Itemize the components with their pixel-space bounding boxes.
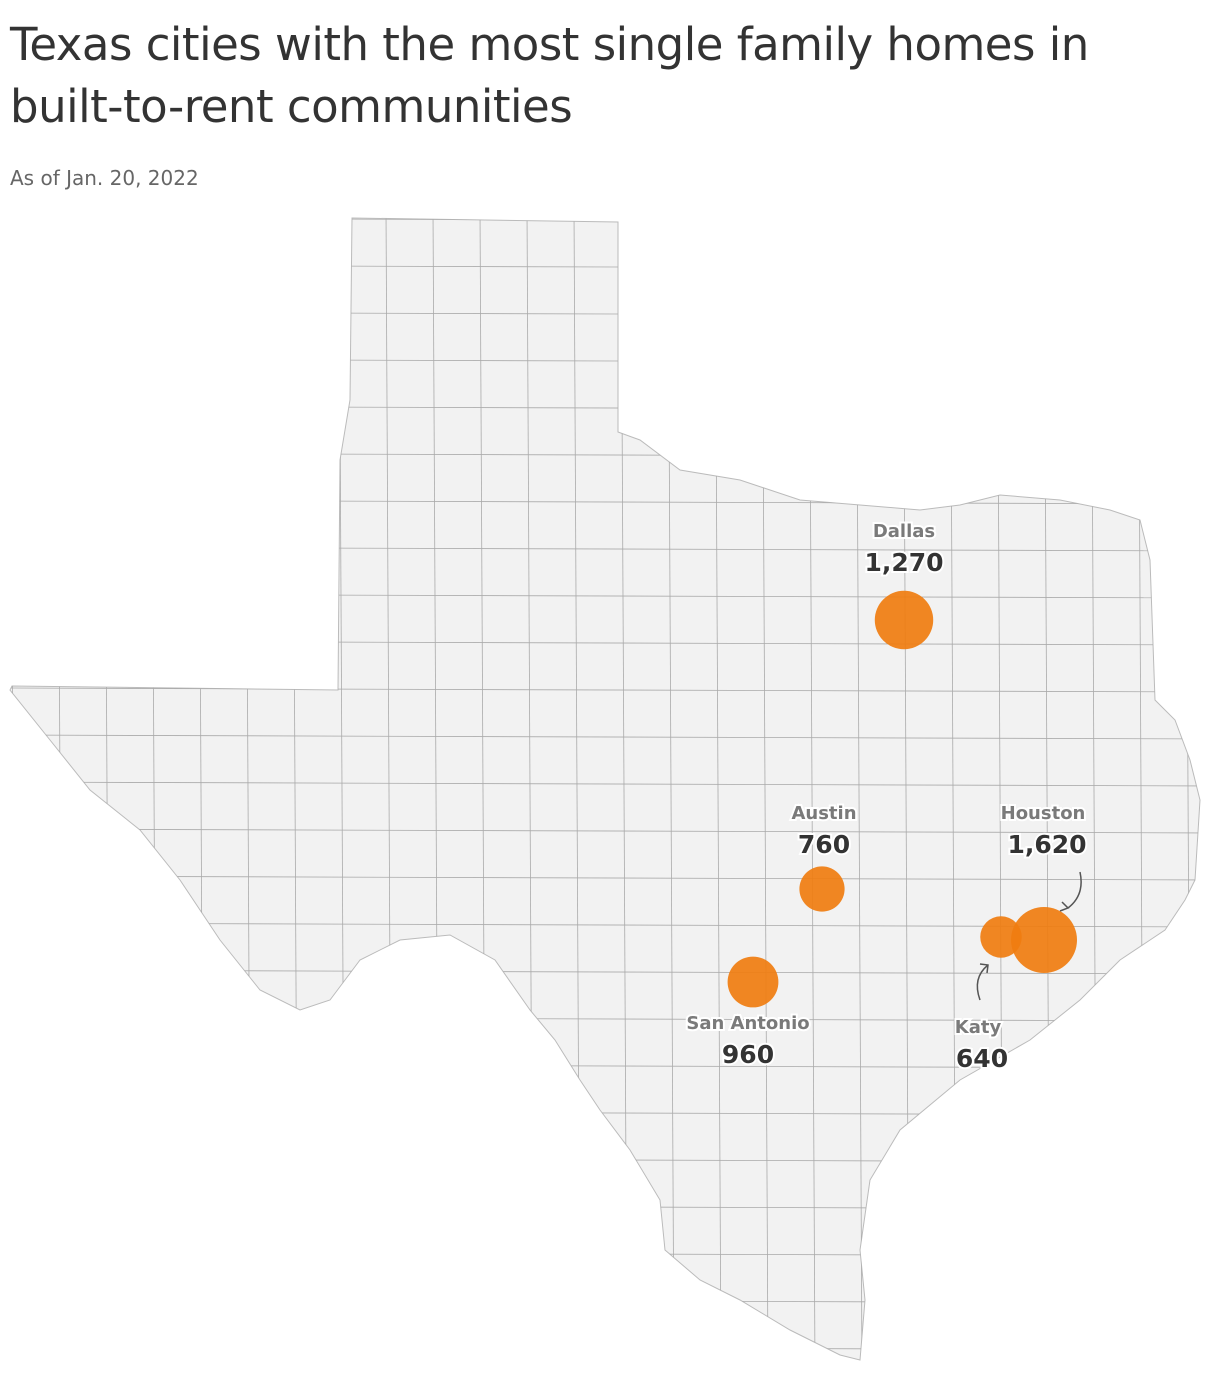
value-label: 640: [956, 1044, 1008, 1073]
county-line: [10, 1251, 1200, 1257]
state-shape: [9, 217, 1201, 1361]
county-line: [10, 1345, 1200, 1351]
chart-subtitle: As of Jan. 20, 2022: [10, 166, 199, 190]
katy-arrowhead: [979, 963, 989, 974]
city-label: San Antonio: [686, 1013, 809, 1034]
value-label: 960: [722, 1040, 774, 1069]
county-line: [10, 1157, 1200, 1163]
bubble: [980, 916, 1022, 958]
katy-arrow: [976, 964, 989, 1001]
county-line: [56, 218, 64, 1360]
city-label: Katy: [955, 1017, 1002, 1038]
city-label: Austin: [791, 803, 856, 824]
value-label: 1,620: [1007, 830, 1086, 859]
chart-title: Texas cities with the most single family…: [10, 18, 1089, 133]
city-label: Dallas: [873, 521, 935, 542]
value-label: 1,270: [864, 548, 943, 577]
county-line: [10, 1298, 1200, 1304]
city-label: Houston: [1001, 803, 1086, 824]
bubble: [727, 956, 779, 1008]
houston-arrowhead: [1059, 901, 1070, 912]
houston-arrow: [1067, 871, 1082, 909]
county-line: [10, 687, 1200, 693]
county-line: [10, 734, 1200, 740]
bubble: [1010, 906, 1078, 974]
county-line: [10, 781, 1200, 787]
value-label: 760: [798, 830, 850, 859]
county-line: [10, 1204, 1200, 1210]
county-line: [10, 828, 1200, 834]
bubble: [874, 590, 934, 650]
bubble: [799, 866, 845, 912]
county-line: [10, 875, 1200, 881]
county-line: [10, 218, 17, 1360]
